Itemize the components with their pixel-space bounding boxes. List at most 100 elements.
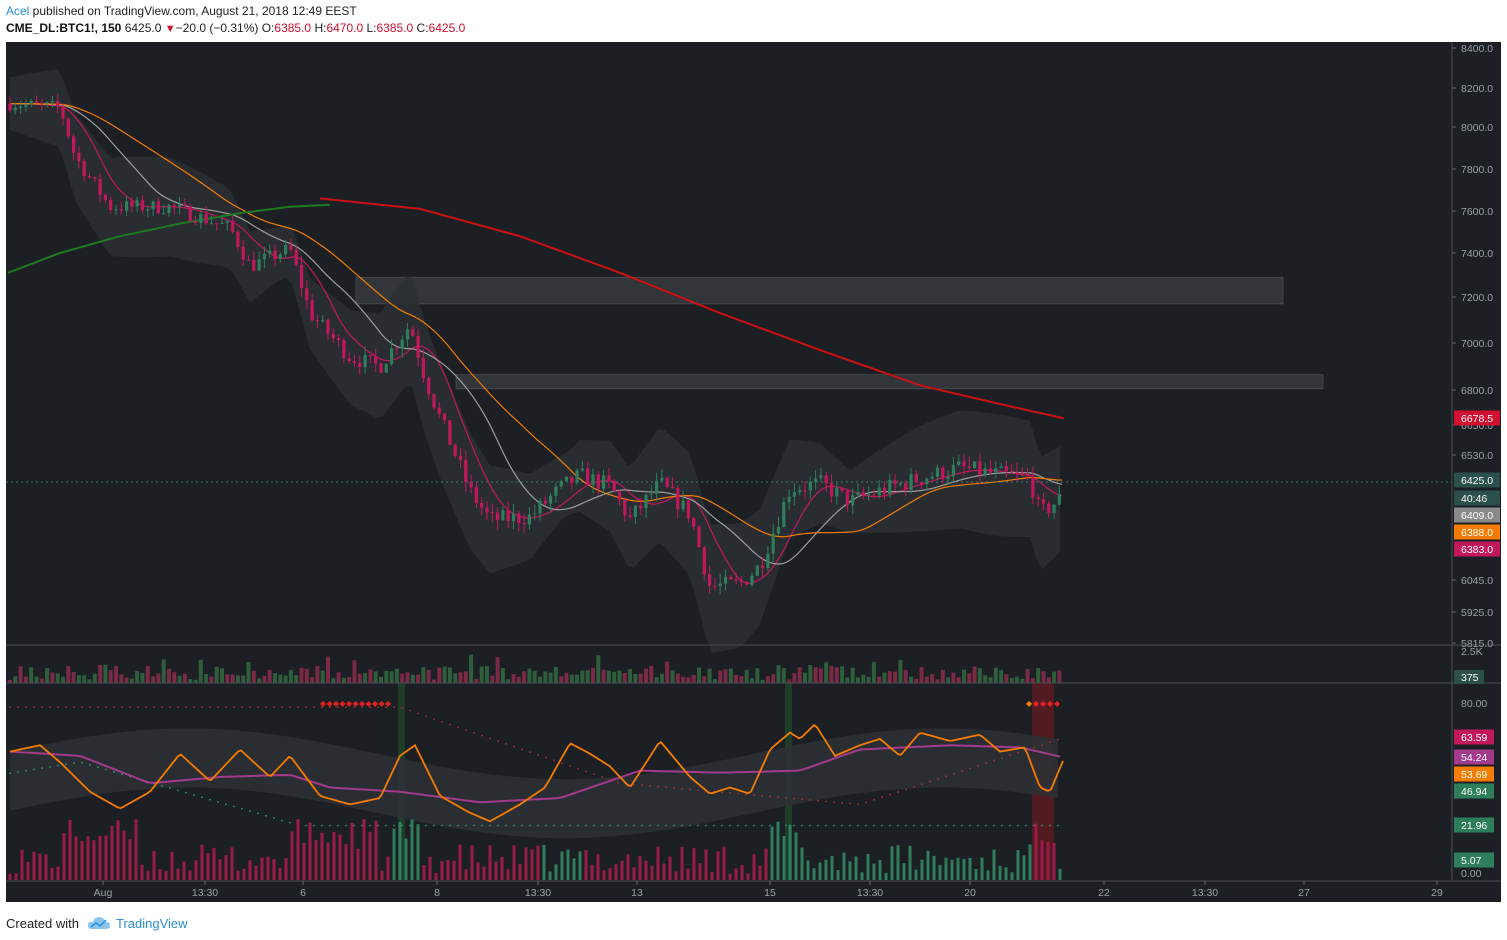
time-tick-label: 13:30 bbox=[192, 887, 218, 899]
oscillator-red-dot bbox=[25, 706, 27, 709]
candle-body bbox=[835, 487, 839, 497]
oscillator-histogram-bar bbox=[878, 859, 882, 880]
candle-body bbox=[193, 221, 198, 224]
oscillator-red-dot bbox=[561, 762, 563, 765]
oscillator-red-dot bbox=[801, 798, 803, 801]
resistance-zones bbox=[355, 276, 1324, 390]
oscillator-histogram-bar bbox=[320, 832, 324, 880]
oscillator-red-dot bbox=[81, 706, 83, 709]
oscillator-green-dot bbox=[73, 762, 75, 765]
symbol-label[interactable]: CME_DL:BTC1!, 150 bbox=[6, 21, 122, 35]
volume-bar bbox=[267, 669, 272, 683]
candle-body bbox=[851, 494, 855, 506]
volume-bar bbox=[707, 668, 712, 683]
oscillator-green-dot bbox=[961, 824, 963, 827]
oscillator-green-dot bbox=[57, 764, 59, 767]
oscillator-histogram-bar bbox=[254, 865, 258, 880]
candle-body bbox=[1004, 466, 1008, 471]
candle-body bbox=[554, 486, 558, 496]
volume-bar bbox=[559, 676, 564, 683]
oscillator-histogram-bar bbox=[440, 861, 444, 880]
oscillator-green-dot bbox=[257, 812, 259, 815]
candle-body bbox=[278, 254, 282, 260]
oscillator-red-dot bbox=[209, 706, 211, 709]
oscillator-histogram-bar bbox=[656, 846, 660, 880]
oscillator-green-dot bbox=[81, 761, 83, 764]
oscillator-histogram-bar bbox=[626, 854, 630, 880]
oscillator-green-dot bbox=[945, 824, 947, 827]
oscillator-red-dot bbox=[177, 706, 179, 709]
oscillator-green-dot bbox=[241, 807, 243, 810]
oscillator-green-dot bbox=[641, 824, 643, 827]
high-label: H: bbox=[314, 21, 327, 35]
oscillator-red-dot bbox=[481, 734, 483, 737]
volume-bar bbox=[522, 671, 527, 683]
oscillator-red-dot bbox=[961, 770, 963, 772]
oscillator-green-dot bbox=[425, 824, 427, 827]
volume-bar bbox=[744, 669, 749, 683]
price-marker-label: 6409.0 bbox=[1461, 510, 1493, 522]
volume-bar bbox=[681, 676, 686, 683]
oscillator-histogram-bar bbox=[386, 856, 390, 880]
oscillator-red-dot bbox=[489, 737, 491, 740]
candle-body bbox=[294, 249, 298, 265]
volume-bar bbox=[220, 668, 224, 683]
volume-bar bbox=[548, 672, 553, 683]
volume-bar bbox=[612, 671, 617, 683]
oscillator-green-dot bbox=[1001, 824, 1003, 827]
oscillator-histogram-bar bbox=[872, 863, 876, 880]
oscillator-green-dot bbox=[729, 824, 731, 827]
volume-bar bbox=[1020, 678, 1025, 683]
price-axis[interactable]: 8400.0 8200.0 8000.0 7800.0 7600.0 7400.0 7200… bbox=[1452, 43, 1500, 880]
oscillator-green-dot bbox=[681, 824, 683, 827]
candle-body bbox=[448, 420, 452, 445]
oscillator-green-dot bbox=[121, 773, 123, 776]
candle-body bbox=[236, 231, 240, 247]
candle-body bbox=[639, 505, 643, 509]
last-price: 6425.0 bbox=[124, 21, 162, 35]
volume-bar bbox=[474, 678, 479, 683]
time-axis[interactable]: Aug 13:30 6 8 13:30 13 15 13:30 20 22 13:30 27 29 bbox=[94, 881, 1443, 899]
oscillator-histogram-bar bbox=[182, 861, 186, 880]
signal-diamond: ◆ bbox=[353, 699, 360, 708]
volume-bar bbox=[606, 670, 611, 683]
time-tick-label: 15 bbox=[764, 887, 776, 899]
oscillator-green-dot bbox=[465, 824, 467, 827]
candle-body bbox=[713, 585, 717, 587]
oscillator-red-dot bbox=[785, 796, 787, 799]
oscillator-histogram-bar bbox=[1058, 868, 1062, 880]
oscillator-red-dot bbox=[777, 796, 779, 799]
volume-bar bbox=[977, 668, 982, 683]
candle-body bbox=[34, 100, 39, 103]
oscillator-green-dot bbox=[985, 824, 987, 827]
candle-body bbox=[40, 102, 44, 104]
author-link[interactable]: Acel bbox=[6, 4, 30, 18]
oscillator-histogram-bar bbox=[470, 845, 474, 880]
volume-bar bbox=[23, 676, 28, 683]
candlesticks bbox=[8, 94, 1061, 595]
oscillator-red-dot bbox=[401, 707, 403, 709]
oscillator-histogram-bar bbox=[506, 869, 510, 880]
oscillator-histogram-bar bbox=[212, 847, 216, 880]
oscillator-histogram-bar bbox=[164, 870, 168, 880]
candle-body bbox=[315, 320, 319, 322]
oscillator-red-dot bbox=[545, 756, 547, 759]
volume-bar bbox=[739, 676, 744, 683]
tradingview-brand[interactable]: TradingView bbox=[87, 916, 188, 931]
signal-diamond: ◆ bbox=[1026, 699, 1033, 708]
oscillator-histogram-bar bbox=[86, 836, 90, 880]
oscillator-red-dot bbox=[73, 706, 75, 709]
oscillator-histogram-bar bbox=[482, 866, 486, 880]
oscillator-histogram-bar bbox=[32, 851, 36, 880]
volume-bar bbox=[850, 667, 855, 683]
oscillator-red-dot bbox=[769, 795, 771, 798]
oscillator-green-dot bbox=[473, 824, 475, 827]
oscillator-red-dot bbox=[857, 803, 859, 806]
oscillator-red-dot bbox=[185, 706, 187, 709]
oscillator-green-dot bbox=[369, 824, 371, 827]
oscillator-histogram-bar bbox=[50, 867, 54, 880]
candle-body bbox=[1020, 472, 1024, 474]
oscillator-green-dot bbox=[1041, 824, 1043, 827]
oscillator-histogram-bar bbox=[692, 848, 696, 880]
